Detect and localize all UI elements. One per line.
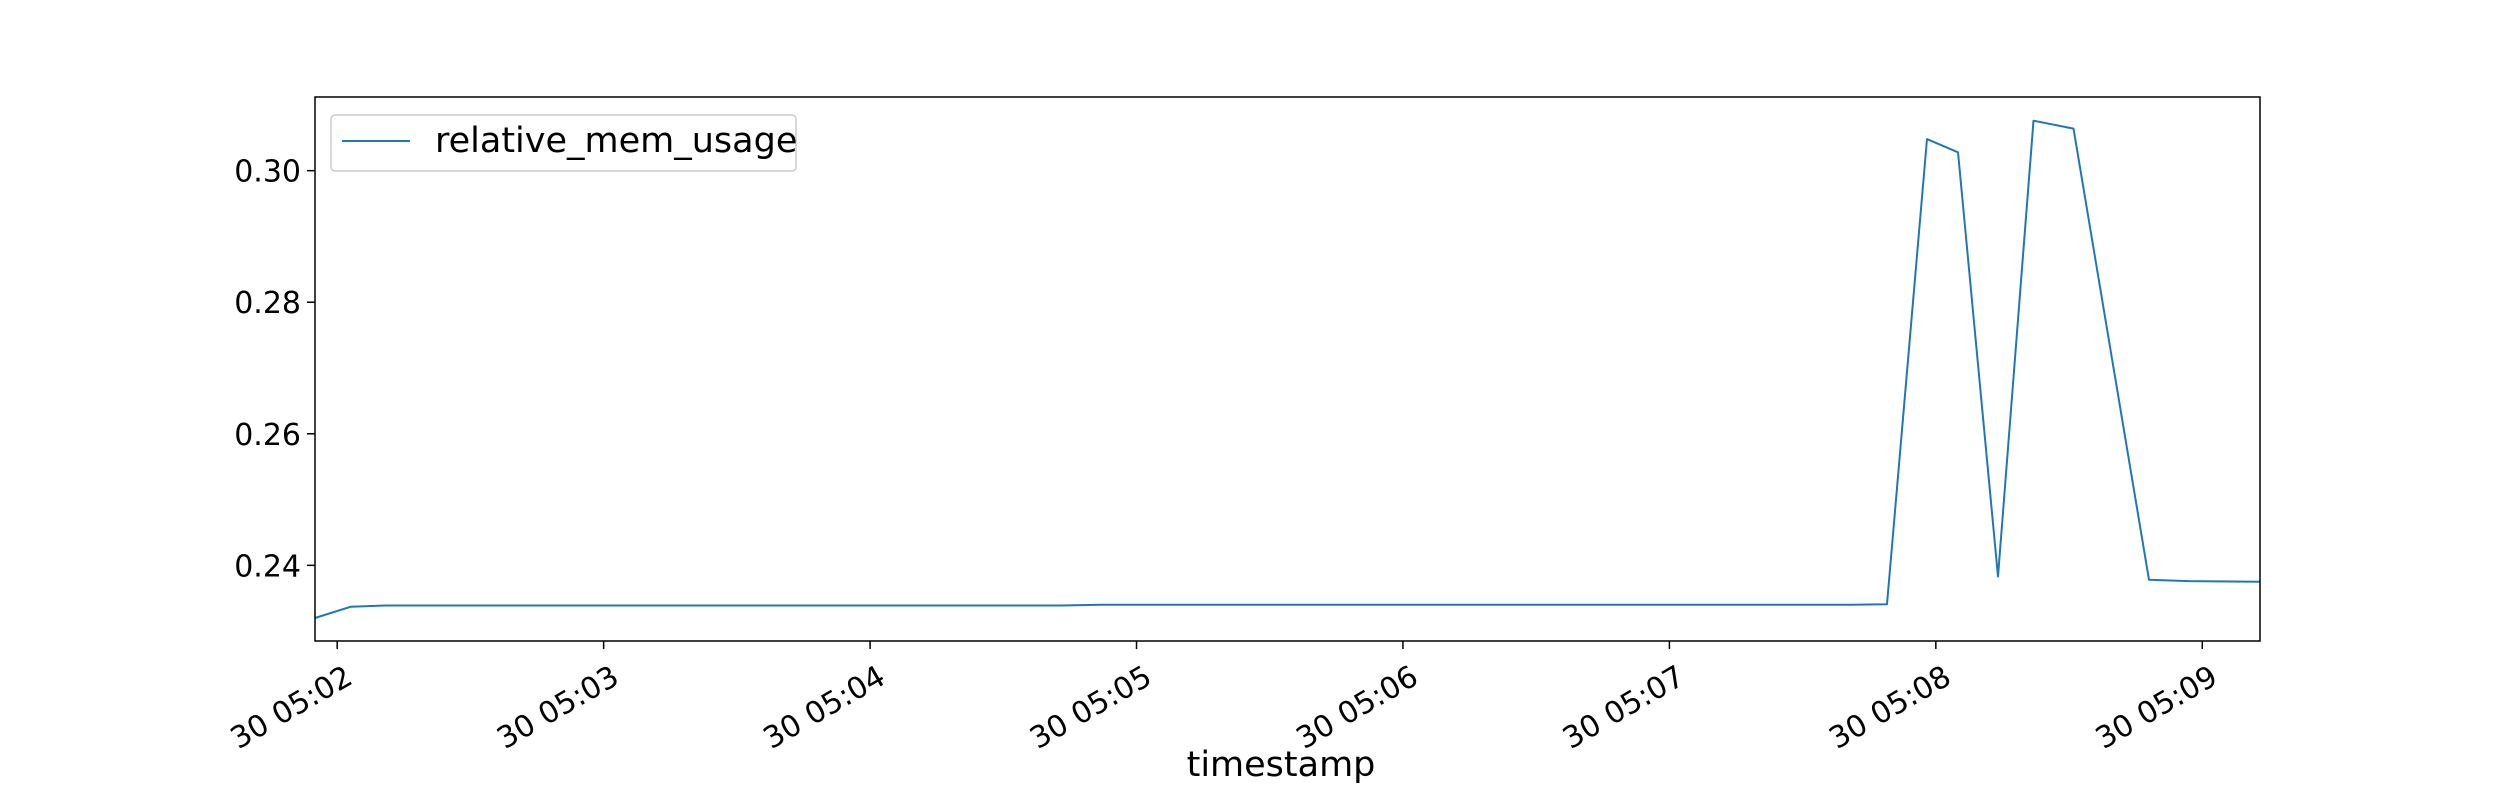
x-tick-label: 30 05:09 bbox=[2090, 659, 2224, 756]
x-tick-label: 30 05:06 bbox=[1291, 659, 1425, 756]
x-tick-label: 30 05:03 bbox=[491, 659, 625, 756]
y-tick-label: 0.26 bbox=[234, 418, 301, 453]
plot-frame bbox=[314, 96, 2261, 642]
x-tick-label: 30 05:02 bbox=[225, 659, 359, 756]
legend: relative_mem_usage bbox=[330, 114, 797, 172]
x-tick-label: 30 05:08 bbox=[1823, 659, 1957, 756]
x-axis-title: timestamp bbox=[1187, 745, 1376, 785]
y-tick-label: 0.24 bbox=[234, 549, 301, 584]
x-tick-label: 30 05:05 bbox=[1024, 659, 1158, 756]
y-tick-label: 0.28 bbox=[234, 286, 301, 321]
x-tick-label: 30 05:04 bbox=[758, 659, 892, 756]
x-tick-label: 30 05:07 bbox=[1557, 659, 1691, 756]
series-line bbox=[314, 119, 2261, 619]
legend-box bbox=[330, 114, 797, 172]
plot-area bbox=[315, 97, 2260, 641]
legend-label: relative_mem_usage bbox=[435, 121, 797, 161]
y-tick-label: 0.30 bbox=[234, 155, 301, 190]
